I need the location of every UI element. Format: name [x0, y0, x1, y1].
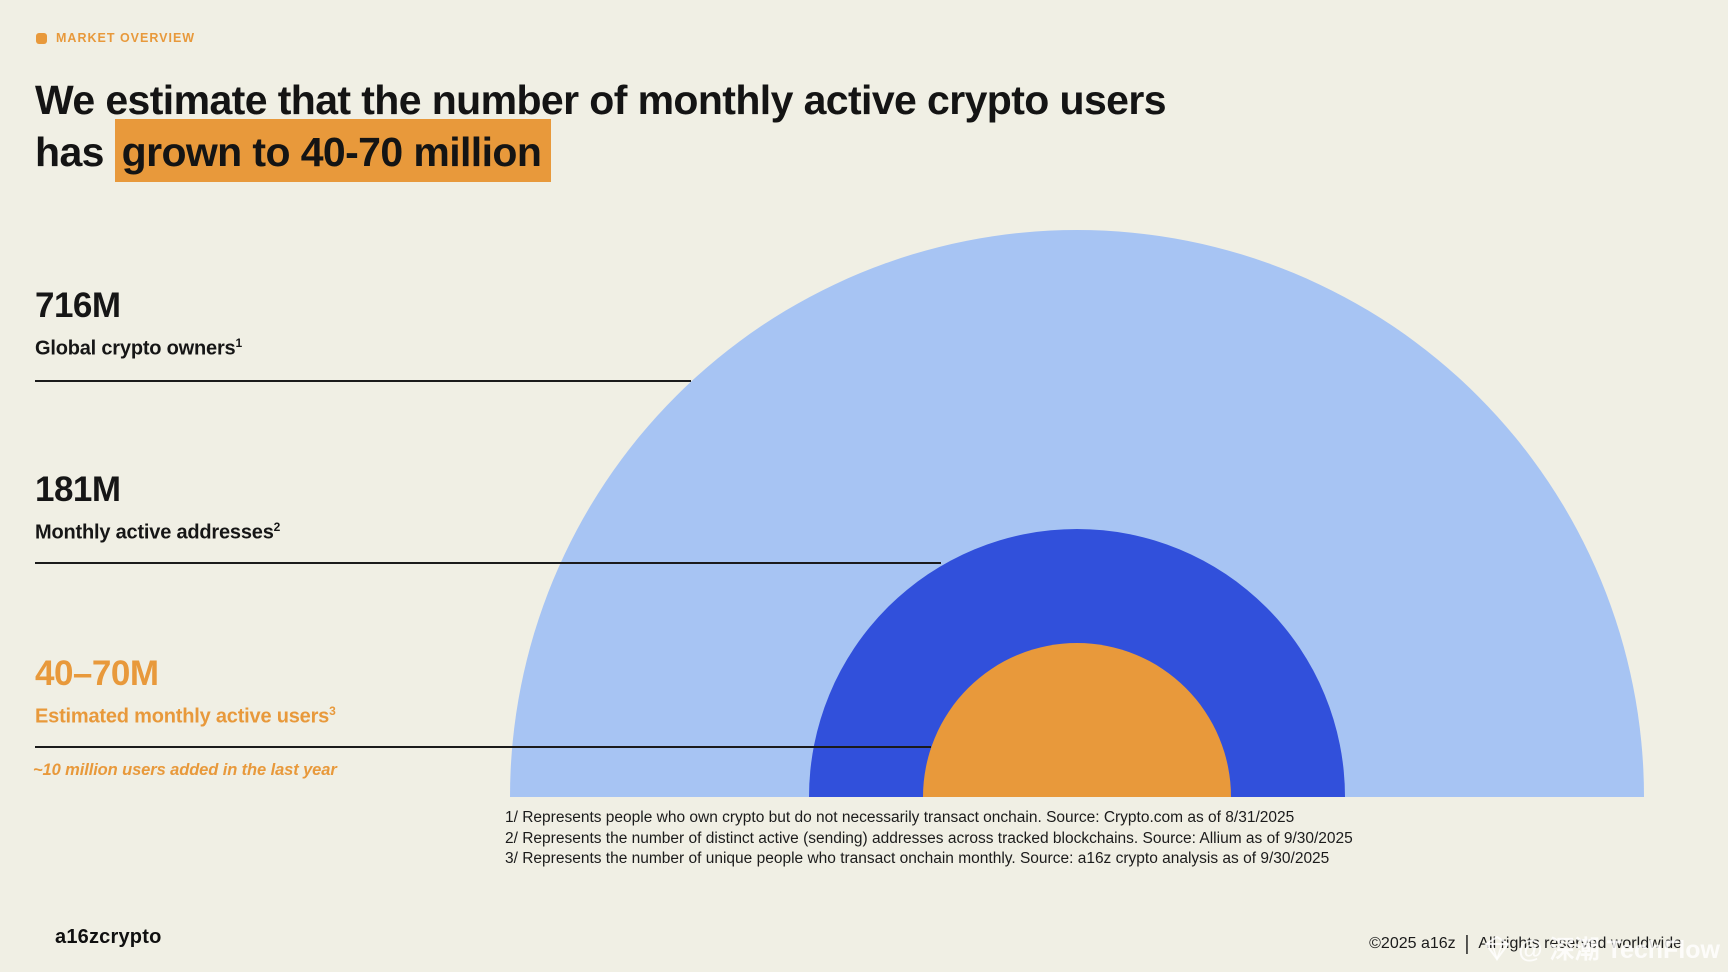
copyright-text: ©2025 a16z	[1369, 934, 1456, 952]
watermark-text: @ 深潮 TechFlow	[1518, 936, 1720, 964]
rights-text: All rights reserved worldwide	[1478, 934, 1682, 952]
stat-value: 181M	[35, 470, 121, 509]
copyright-line: ©2025 a16z | All rights reserved worldwi…	[1369, 931, 1682, 955]
leader-line-global-crypto-owners	[35, 380, 691, 382]
eyebrow-label: MARKET OVERVIEW	[56, 31, 196, 45]
stat-annotation: ~10 million users added in the last year	[33, 761, 337, 779]
stat-estimated-monthly-active-users: 40–70M Estimated monthly active users3	[35, 656, 336, 729]
eyebrow: MARKET OVERVIEW	[36, 31, 195, 45]
footnote-3: 3/ Represents the number of unique peopl…	[505, 850, 1330, 867]
stat-label-text: Estimated monthly active users	[35, 705, 330, 728]
diamond-gem-icon	[1484, 935, 1510, 961]
stat-global-crypto-owners: 716M Global crypto owners1	[35, 288, 242, 361]
a16zcrypto-logo: a16zcrypto	[55, 926, 162, 948]
stat-label: Estimated monthly active users3	[35, 704, 336, 729]
footnote-2: 2/ Represents the number of distinct act…	[505, 829, 1353, 847]
footer-separator: |	[1464, 931, 1470, 955]
eyebrow-square-icon	[36, 32, 47, 44]
footnote-1: 1/ Represents people who own crypto but …	[505, 809, 1295, 826]
footnote-mark: 3	[329, 704, 336, 718]
stat-label-text: Global crypto owners	[35, 337, 236, 360]
stat-value: 40–70M	[35, 654, 159, 693]
stat-label-text: Monthly active addresses	[35, 521, 274, 544]
techflow-watermark: @ 深潮 TechFlow	[1484, 930, 1720, 966]
title-line1: We estimate that the number of monthly a…	[35, 77, 1167, 123]
footnote-mark: 2	[273, 520, 281, 534]
stat-label: Global crypto owners1	[35, 336, 242, 361]
title-line2-prefix: has	[35, 129, 115, 175]
stat-monthly-active-addresses: 181M Monthly active addresses2	[35, 472, 280, 545]
leader-line-monthly-active-addresses	[35, 562, 941, 564]
page-title: We estimate that the number of monthly a…	[35, 74, 1167, 182]
title-highlight: grown to 40-70 million	[114, 119, 552, 182]
stat-value: 716M	[35, 286, 121, 325]
footnotes: 1/ Represents people who own crypto but …	[505, 808, 1353, 870]
footnote-mark: 1	[235, 336, 242, 350]
leader-line-estimated-monthly-active-users	[35, 746, 931, 748]
stat-label: Monthly active addresses2	[35, 520, 280, 545]
